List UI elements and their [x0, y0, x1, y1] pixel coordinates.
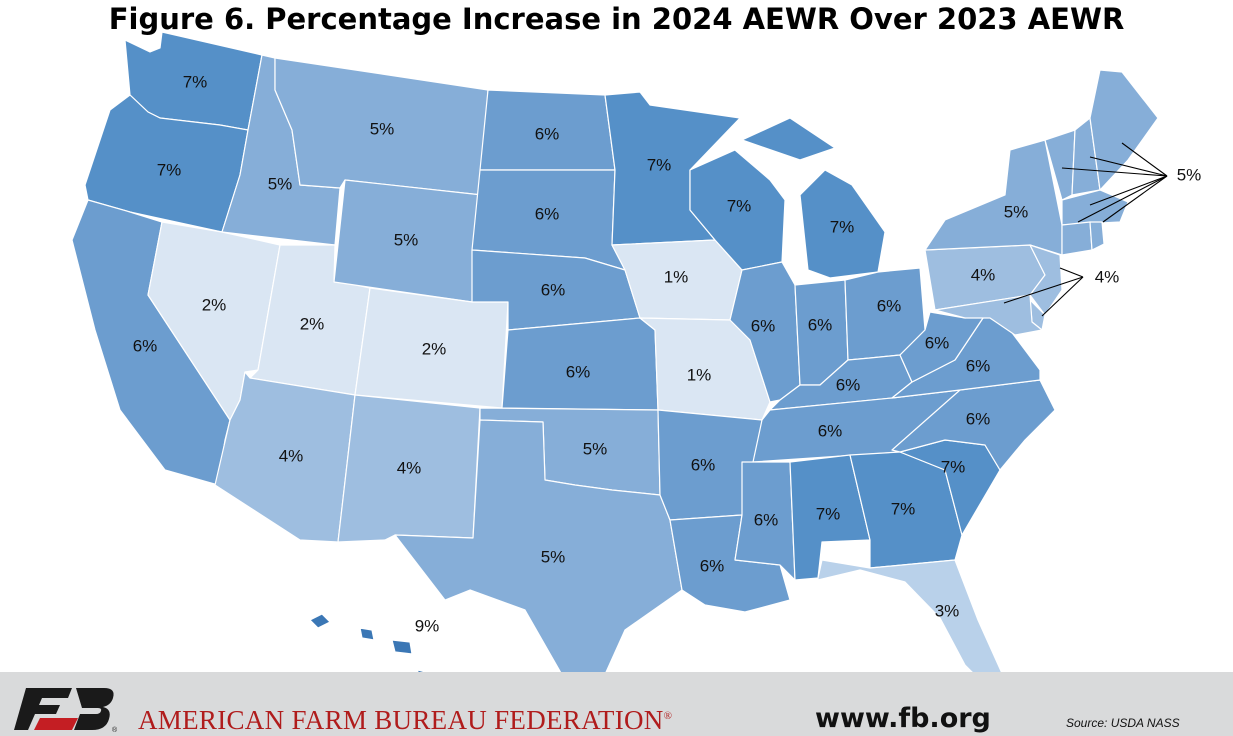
state-ny	[924, 139, 1063, 256]
state-label-nc: 6%	[966, 409, 991, 428]
state-label-mn: 7%	[647, 155, 672, 174]
state-label-tn: 6%	[818, 421, 843, 440]
state-label-ca: 6%	[133, 336, 158, 355]
leader-line-ct	[1089, 175, 1168, 206]
svg-text:®: ®	[112, 726, 118, 734]
state-label-oh: 6%	[877, 296, 902, 315]
state-me	[1089, 69, 1159, 191]
state-label-va: 6%	[966, 356, 991, 375]
state-label-ky: 6%	[836, 375, 861, 394]
state-mi	[741, 117, 886, 279]
leader-line-md	[1003, 276, 1084, 304]
organization-name: AMERICAN FARM BUREAU FEDERATION®	[138, 705, 673, 735]
leader-line-ma	[1077, 175, 1168, 223]
state-label-nm: 4%	[397, 458, 422, 477]
state-label-ok: 5%	[583, 439, 608, 458]
state-label-mo: 1%	[687, 365, 712, 384]
website-link[interactable]: www.fb.org	[815, 703, 991, 734]
footer-bar	[0, 672, 1233, 736]
state-label-ms: 6%	[754, 510, 779, 529]
state-fl	[817, 559, 1003, 672]
state-ct	[1061, 221, 1093, 256]
state-label-ne: 6%	[541, 280, 566, 299]
state-label-ga: 7%	[891, 499, 916, 518]
state-label-ny: 5%	[1004, 202, 1029, 221]
source-note: Source: USDA NASS	[1066, 716, 1180, 730]
state-label-az: 4%	[279, 446, 304, 465]
leader-line-de	[1041, 276, 1084, 317]
mid-atlantic-callout-label: 4%	[1095, 267, 1120, 286]
new-england-callout-label: 5%	[1177, 165, 1202, 184]
state-label-mi: 7%	[830, 217, 855, 236]
state-labels: 7% 7% 6% 5% 2% 2% 4% 5% 5% 2% 4% 6% 6% 6% 6% 5% 5% 7% 1% 1%…	[133, 72, 1029, 635]
state-label-ut: 2%	[300, 314, 325, 333]
state-md	[934, 294, 1043, 336]
state-label-nd: 6%	[535, 124, 560, 143]
leader-line-vt	[1061, 167, 1168, 177]
state-label-wa: 7%	[183, 72, 208, 91]
state-label-co: 2%	[422, 339, 447, 358]
state-tx	[394, 419, 683, 672]
state-label-pa: 4%	[971, 265, 996, 284]
state-ri	[1089, 221, 1105, 251]
state-label-wv: 6%	[925, 333, 950, 352]
us-map: 7% 7% 6% 5% 2% 2% 4% 5% 5% 2% 4% 6% 6% 6% 6% 5% 5% 7% 1% 1%…	[71, 31, 1202, 672]
state-hi	[309, 613, 428, 672]
state-label-sd: 6%	[535, 204, 560, 223]
callout-leaders	[1003, 142, 1168, 317]
state-co	[354, 287, 509, 409]
state-label-fl: 3%	[935, 601, 960, 620]
state-label-ar: 6%	[691, 455, 716, 474]
state-label-ia: 1%	[664, 267, 689, 286]
farm-bureau-logo: ®	[14, 688, 118, 734]
state-label-in: 6%	[808, 315, 833, 334]
state-label-wy: 5%	[394, 230, 419, 249]
state-label-al: 7%	[816, 504, 841, 523]
state-label-il: 6%	[751, 316, 776, 335]
leader-line-ri	[1102, 175, 1168, 223]
leader-line-me	[1121, 142, 1168, 177]
state-label-nv: 2%	[202, 295, 227, 314]
state-shapes	[71, 31, 1159, 672]
state-label-hi: 9%	[415, 616, 440, 635]
state-label-la: 6%	[700, 556, 725, 575]
map-title: Figure 6. Percentage Increase in 2024 AE…	[108, 2, 1125, 36]
state-label-sc: 7%	[941, 457, 966, 476]
state-label-or: 7%	[157, 160, 182, 179]
leader-line-nh	[1089, 156, 1168, 177]
state-label-id: 5%	[268, 174, 293, 193]
leader-line-nj	[1059, 267, 1084, 278]
state-label-mt: 5%	[370, 119, 395, 138]
state-label-tx: 5%	[541, 547, 566, 566]
state-label-ks: 6%	[566, 362, 591, 381]
state-label-wi: 7%	[727, 196, 752, 215]
